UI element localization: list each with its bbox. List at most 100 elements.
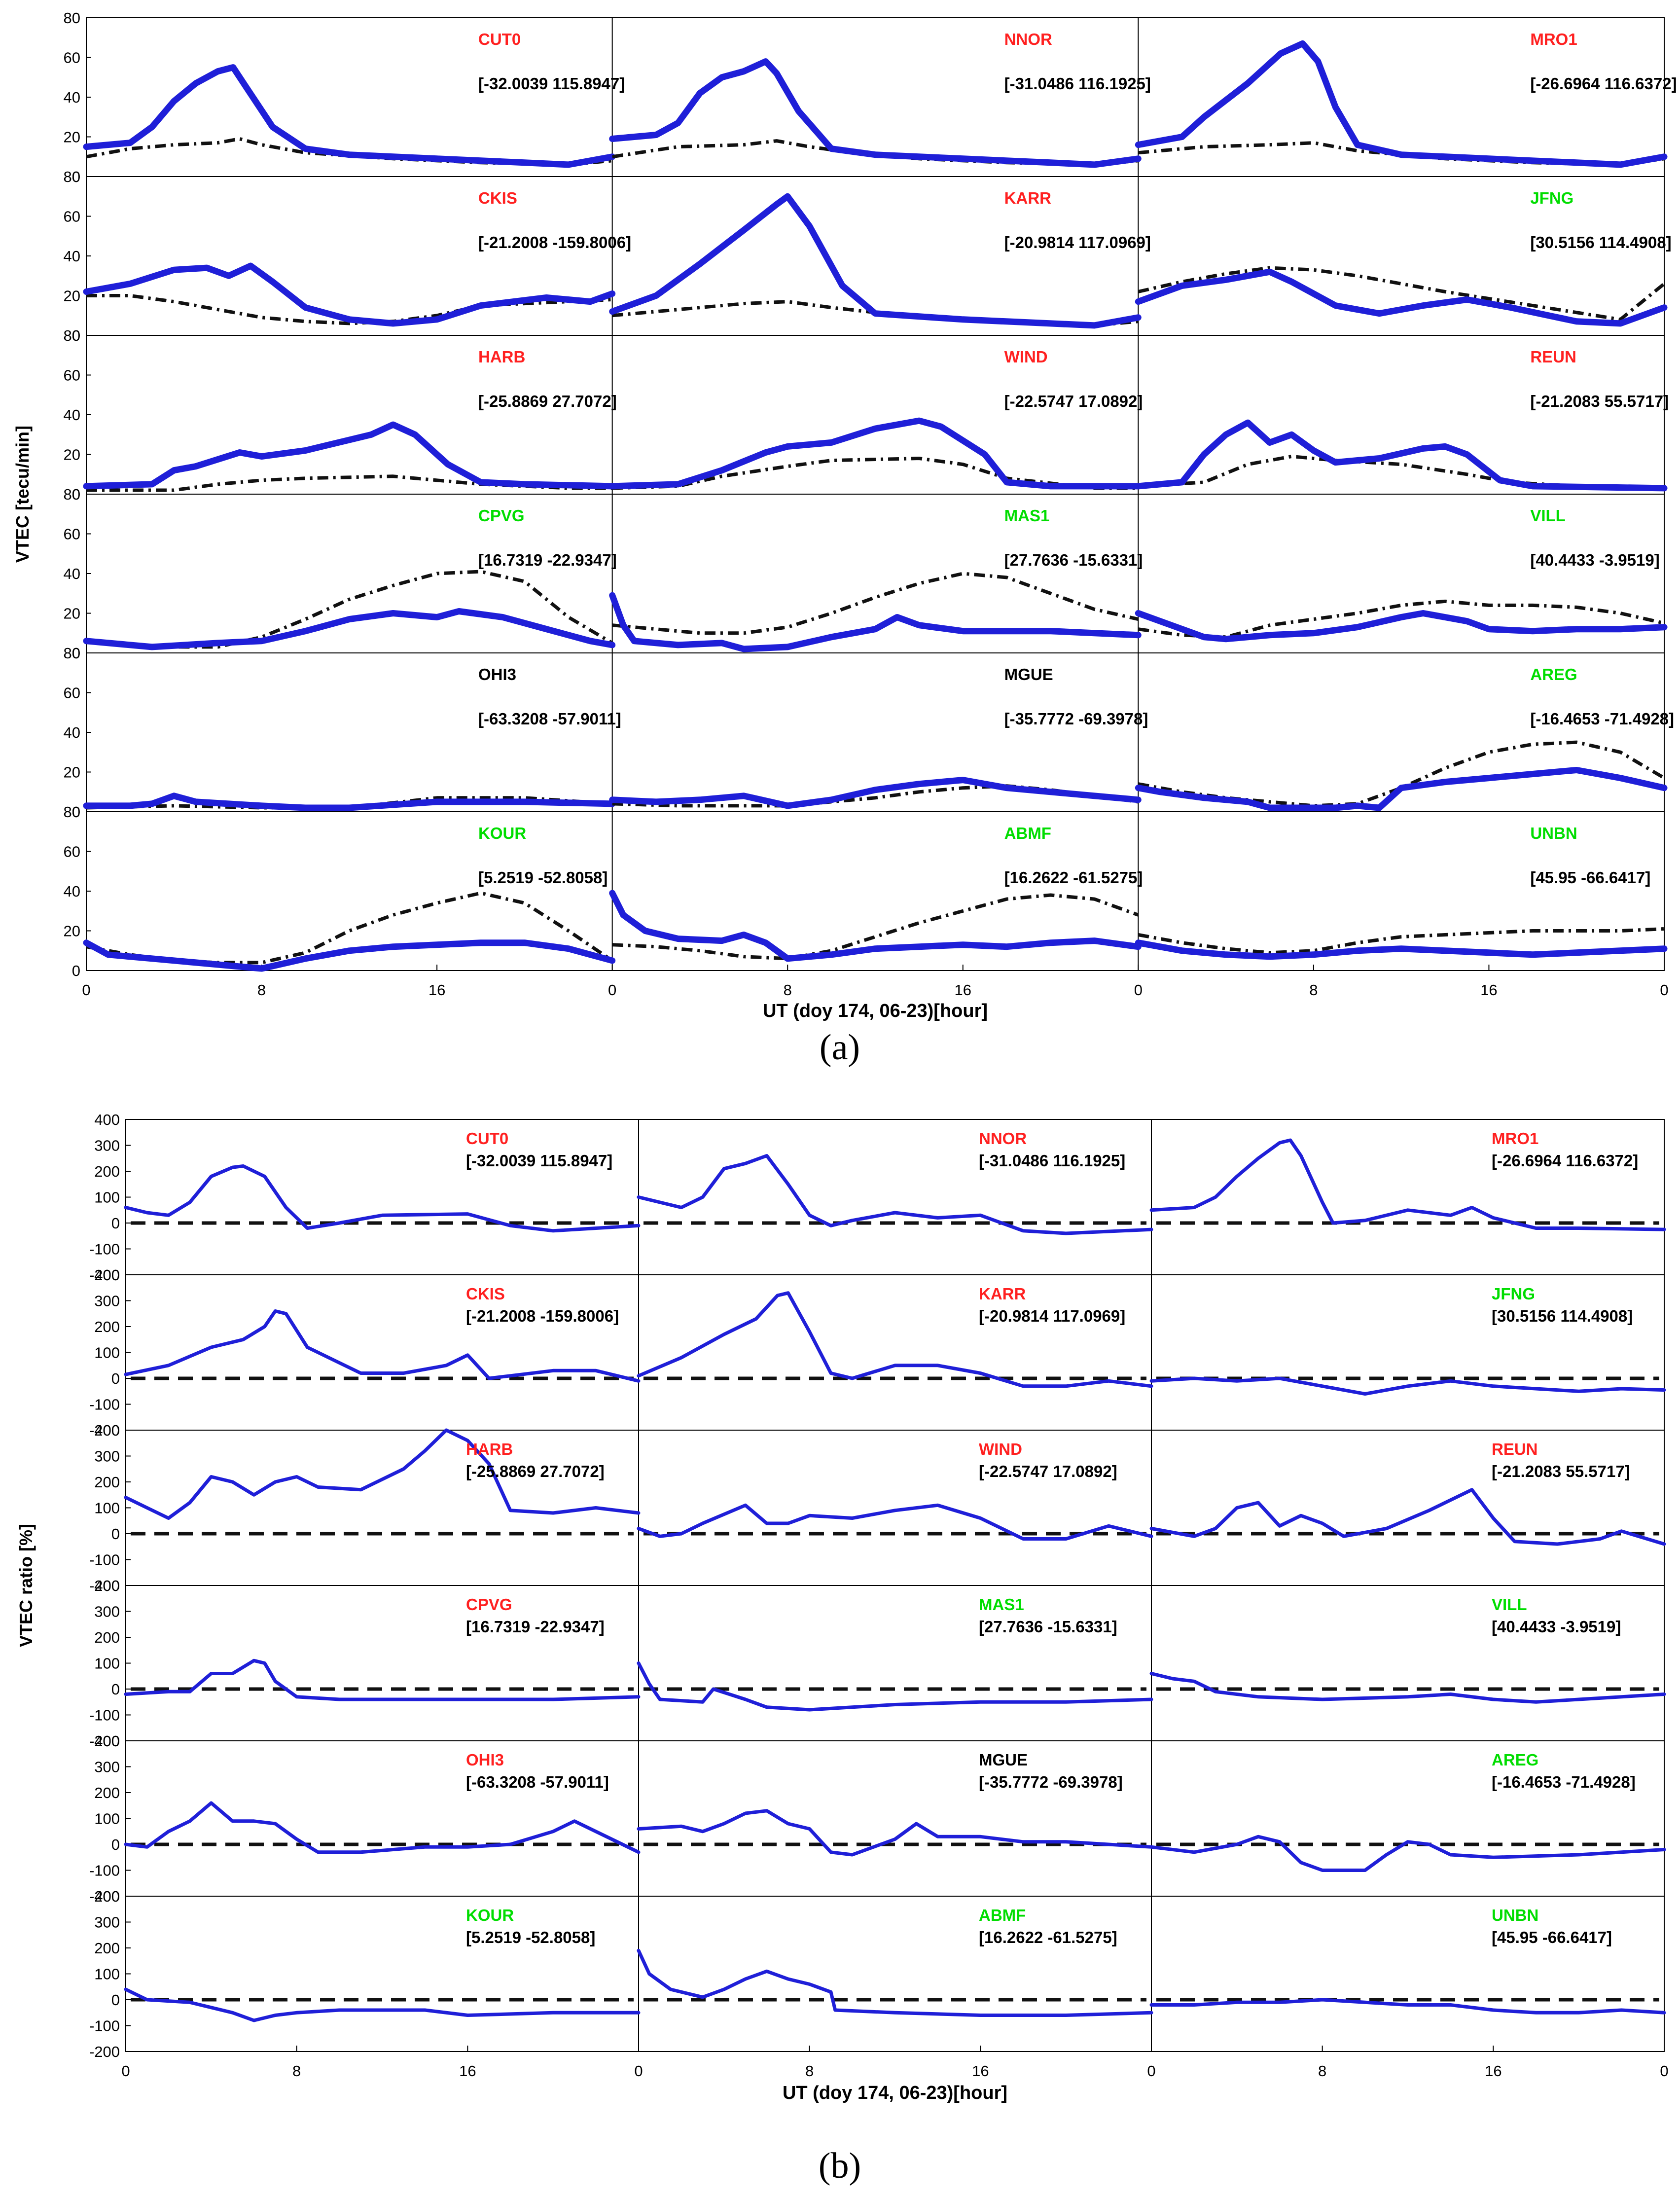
- panel-a-y-tick-label: 40: [64, 883, 80, 900]
- panel-b-y-tick-label: 400: [94, 1266, 120, 1284]
- station-unbn-a-name: UNBN: [1530, 824, 1577, 842]
- station-cpvg-b-name: CPVG: [466, 1595, 512, 1614]
- station-nnor-b-coords: [-31.0486 116.1925]: [979, 1152, 1125, 1170]
- station-ohi3-b-name: OHI3: [466, 1751, 504, 1769]
- station-ckis-b-vtec-line: [124, 1309, 641, 1383]
- panel-a-y-tick-label: 80: [64, 803, 80, 821]
- station-mro1-b-coords: [-26.6964 116.6372]: [1492, 1152, 1638, 1170]
- station-abmf-b-name: ABMF: [979, 1906, 1026, 1924]
- panel-a-y-tick-label: 0: [72, 962, 80, 979]
- station-mgue-b-vtec-line: [637, 1809, 1153, 1857]
- panel-a-y-axis-title: VTEC [tecu/min]: [12, 426, 33, 563]
- panel-a-x-tick-label: 0: [608, 981, 616, 999]
- panel-a-y-tick-label: 40: [64, 724, 80, 741]
- station-cut0-b-coords: [-32.0039 115.8947]: [466, 1152, 612, 1170]
- station-vill-a-name: VILL: [1530, 506, 1566, 525]
- panel-a-y-tick-label: 60: [64, 49, 80, 67]
- panel-b-y-tick-label: -200: [89, 1732, 120, 1750]
- station-abmf-a-coords: [16.2622 -61.5275]: [1004, 868, 1143, 887]
- station-karr-b-name: KARR: [979, 1285, 1026, 1303]
- station-reun-a-reference-line: [1138, 455, 1665, 490]
- panel-b-y-tick-label: 300: [94, 1914, 120, 1931]
- station-wind-b-vtec-line: [637, 1503, 1153, 1541]
- panel-b-x-tick-label: 8: [292, 2062, 301, 2080]
- panel-b-y-tick-label: 200: [94, 1629, 120, 1646]
- panel-b-y-tick-label: -100: [89, 2017, 120, 2035]
- station-mro1-b-name: MRO1: [1492, 1129, 1538, 1148]
- station-mas1-a-reference-line: [612, 572, 1139, 635]
- panel-a-x-tick-label: 0: [1660, 981, 1668, 999]
- panel-b-y-tick-label: -100: [89, 1862, 120, 1879]
- panel-a-y-tick-label: 60: [64, 208, 80, 225]
- station-reun-b-coords: [-21.2083 55.5717]: [1492, 1462, 1630, 1480]
- station-cut0-a-name: CUT0: [478, 30, 521, 48]
- station-reun-a-coords: [-21.2083 55.5717]: [1530, 392, 1669, 410]
- panel-a-y-tick-label: 80: [64, 486, 80, 503]
- station-mas1-a-vtec-line: [609, 592, 1142, 652]
- panel-b-y-tick-label: -100: [89, 1396, 120, 1413]
- station-ckis-a-coords: [-21.2008 -159.8006]: [478, 233, 631, 252]
- panel-a-y-tick-label: 40: [64, 248, 80, 265]
- panel-b-y-tick-label: 300: [94, 1137, 120, 1154]
- station-mgue-b-coords: [-35.7772 -69.3978]: [979, 1773, 1123, 1791]
- station-kour-b-name: KOUR: [466, 1906, 514, 1924]
- panel-b-y-tick-label: 100: [94, 1189, 120, 1206]
- station-mgue-a-coords: [-35.7772 -69.3978]: [1004, 710, 1148, 728]
- station-unbn-b-coords: [45.95 -66.6417]: [1492, 1928, 1612, 1946]
- station-harb-b-vtec-line: [124, 1428, 641, 1520]
- panel-a-x-tick-label: 8: [784, 981, 792, 999]
- panel-b-x-axis-title: UT (doy 174, 06-23)[hour]: [783, 2083, 1007, 2103]
- station-karr-a-name: KARR: [1004, 189, 1051, 207]
- station-mro1-a-vtec-line: [1135, 40, 1668, 168]
- panel-a-y-tick-label: 80: [64, 645, 80, 662]
- station-harb-a-name: HARB: [478, 348, 525, 366]
- panel-b-y-tick-label: 300: [94, 1603, 120, 1620]
- panel-b-y-tick-label: 0: [111, 1991, 120, 2009]
- panel-a-y-tick-label: 0: [72, 327, 80, 344]
- station-jfng-a-coords: [30.5156 114.4908]: [1530, 233, 1671, 252]
- station-areg-a-coords: [-16.4653 -71.4928]: [1530, 710, 1674, 728]
- panel-a-y-tick-label: 0: [72, 803, 80, 821]
- panel-b-y-tick-label: 0: [111, 1836, 120, 1853]
- panel-a-x-tick-label: 0: [82, 981, 90, 999]
- panel-a-x-tick-label: 16: [1480, 981, 1497, 999]
- panel-a-y-tick-label: 80: [64, 327, 80, 344]
- station-cut0-a-coords: [-32.0039 115.8947]: [478, 74, 625, 93]
- panel-b-y-tick-label: 200: [94, 1163, 120, 1180]
- station-mgue-a-name: MGUE: [1004, 665, 1053, 684]
- station-vill-b-name: VILL: [1492, 1595, 1527, 1614]
- station-abmf-a-name: ABMF: [1004, 824, 1051, 842]
- panel-b-x-tick-label: 16: [1485, 2062, 1501, 2080]
- panel-b-y-tick-label: -200: [89, 1577, 120, 1594]
- panel-b-x-tick-label: 0: [1660, 2062, 1668, 2080]
- panel-a-y-tick-label: 60: [64, 684, 80, 702]
- station-areg-a-vtec-line: [1135, 767, 1668, 811]
- panel-a-y-tick-label: 60: [64, 843, 80, 861]
- station-unbn-a-coords: [45.95 -66.6417]: [1530, 868, 1650, 887]
- station-ckis-b-name: CKIS: [466, 1285, 505, 1303]
- station-areg-b-coords: [-16.4653 -71.4928]: [1492, 1773, 1636, 1791]
- station-abmf-a-reference-line: [612, 893, 1139, 961]
- station-wind-a-name: WIND: [1004, 348, 1048, 366]
- panel-b-y-tick-label: 0: [111, 1370, 120, 1387]
- station-cpvg-b-coords: [16.7319 -22.9347]: [466, 1618, 605, 1636]
- station-wind-a-vtec-line: [609, 417, 1142, 490]
- panel-b-y-tick-label: -200: [89, 1266, 120, 1284]
- panel-a-y-tick-label: 80: [64, 168, 80, 185]
- station-unbn-b-name: UNBN: [1492, 1906, 1538, 1924]
- station-cut0-b-name: CUT0: [466, 1129, 508, 1148]
- station-harb-b-coords: [-25.8869 27.7072]: [466, 1462, 605, 1480]
- station-cpvg-a-coords: [16.7319 -22.9347]: [478, 551, 617, 569]
- panel-b-y-tick-label: -100: [89, 1241, 120, 1258]
- station-mas1-b-coords: [27.7636 -15.6331]: [979, 1618, 1117, 1636]
- station-ohi3-a-name: OHI3: [478, 665, 516, 684]
- station-nnor-a-vtec-line: [609, 58, 1142, 168]
- station-cpvg-a-name: CPVG: [478, 506, 525, 525]
- panel-a-y-tick-label: 80: [64, 9, 80, 27]
- station-jfng-a-vtec-line: [1135, 268, 1668, 327]
- station-harb-a-vtec-line: [83, 421, 616, 490]
- station-jfng-a-reference-line: [1138, 266, 1666, 322]
- panel-a-y-tick-label: 20: [64, 129, 80, 146]
- station-unbn-a-vtec-line: [1135, 939, 1668, 960]
- panel-b-x-tick-label: 0: [121, 2062, 130, 2080]
